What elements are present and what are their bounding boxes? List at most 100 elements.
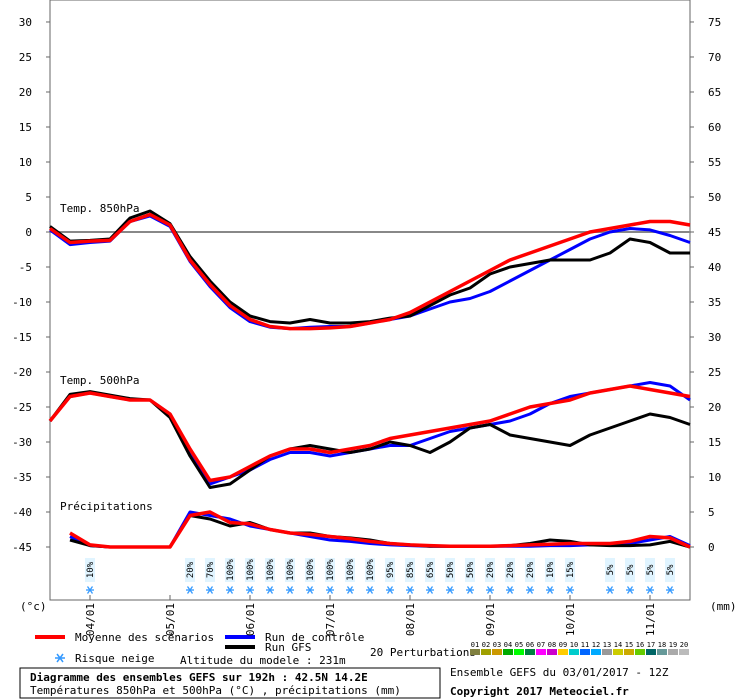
x-tick-label: 11/01: [644, 603, 657, 636]
snow-icon: [626, 586, 634, 594]
perturbation-code: 15: [625, 641, 633, 649]
y2-tick-label: 55: [708, 156, 721, 169]
snow-risk-box: [225, 558, 235, 582]
snow-risk-box: [485, 558, 495, 582]
y2-tick-label: 35: [708, 296, 721, 309]
snow-risk-label: 20%: [526, 561, 536, 578]
perturbation-swatch: [492, 649, 502, 655]
y2-tick-label: 30: [708, 331, 721, 344]
y2-tick-label: 0: [708, 541, 715, 554]
perturbation-code: 18: [658, 641, 666, 649]
legend-label: Run GFS: [265, 641, 311, 654]
snow-risk-label: 50%: [466, 561, 476, 578]
perturbation-swatch: [668, 649, 678, 655]
perturbation-code: 11: [581, 641, 589, 649]
snow-risk-label: 100%: [366, 559, 376, 581]
snow-risk-label: 100%: [286, 559, 296, 581]
snow-icon: [406, 586, 414, 594]
snow-risk-box: [425, 558, 435, 582]
perturbation-swatch: [613, 649, 623, 655]
y-tick-label: 15: [19, 121, 32, 134]
snow-risk-label: 95%: [386, 561, 396, 578]
y-tick-label: 5: [25, 191, 32, 204]
panel-label: Temp. 500hPa: [60, 374, 139, 387]
snow-risk-label: 50%: [446, 561, 456, 578]
snow-icon: [86, 586, 94, 594]
y2-tick-label: 15: [708, 436, 721, 449]
snow-risk-label: 20%: [486, 561, 496, 578]
snow-risk-box: [305, 558, 315, 582]
snow-icon: [286, 586, 294, 594]
snow-risk-box: [205, 558, 215, 582]
snow-risk-label: 10%: [86, 561, 96, 578]
perturbation-code: 17: [647, 641, 655, 649]
snow-risk-box: [385, 558, 395, 582]
x-tick-label: 05/01: [164, 603, 177, 636]
snow-risk-box: [185, 558, 195, 582]
snow-icon-stroke: [306, 586, 314, 594]
perturbation-swatch: [624, 649, 634, 655]
snow-icon: [466, 586, 474, 594]
snow-risk-label: 5%: [606, 564, 616, 575]
snow-icon: [226, 586, 234, 594]
perturbation-code: 05: [515, 641, 523, 649]
snow-risk-box: [505, 558, 515, 582]
snow-icon: [566, 586, 574, 594]
x-tick-label: 09/01: [484, 603, 497, 636]
snow-risk-box: [265, 558, 275, 582]
perturbation-code: 07: [537, 641, 545, 649]
perturbation-swatch: [547, 649, 557, 655]
perturbation-code: 20: [680, 641, 688, 649]
snow-risk-box: [645, 558, 655, 582]
x-tick-label: 08/01: [404, 603, 417, 636]
perturbation-swatch: [591, 649, 601, 655]
y2-tick-label: 20: [708, 401, 721, 414]
perturbation-swatch: [536, 649, 546, 655]
y2-tick-label: 75: [708, 16, 721, 29]
snow-risk-label: 100%: [306, 559, 316, 581]
perturbation-swatch: [558, 649, 568, 655]
snow-icon-stroke: [446, 586, 454, 594]
perturbation-code: 01: [471, 641, 479, 649]
perturbation-code: 19: [669, 641, 677, 649]
y2-tick-label: 10: [708, 471, 721, 484]
snow-risk-label: 70%: [206, 561, 216, 578]
snow-risk-box: [605, 558, 615, 582]
y-tick-label: 10: [19, 156, 32, 169]
altitude: Altitude du modele : 231m: [180, 654, 346, 667]
perturbation-swatch: [503, 649, 513, 655]
series-line: [69, 510, 691, 549]
panel-label: Temp. 850hPa: [60, 202, 139, 215]
snow-risk-box: [625, 558, 635, 582]
legend-label: Moyenne des scénarios: [75, 631, 214, 644]
snow-risk-label: 100%: [226, 559, 236, 581]
y-tick-label: -30: [12, 436, 32, 449]
y-tick-label: 0: [25, 226, 32, 239]
snow-risk-label: 100%: [326, 559, 336, 581]
snow-icon-stroke: [466, 586, 474, 594]
snow-icon: [526, 586, 534, 594]
snow-risk-box: [85, 558, 95, 582]
y2-unit: (mm): [710, 600, 737, 613]
perturbation-code: 12: [592, 641, 600, 649]
snow-icon: [386, 586, 394, 594]
snow-risk-label: 5%: [626, 564, 636, 575]
y-tick-label: -25: [12, 401, 32, 414]
x-tick-label: 06/01: [244, 603, 257, 636]
snow-icon-stroke: [406, 586, 414, 594]
snow-risk-box: [325, 558, 335, 582]
snow-icon-stroke: [86, 586, 94, 594]
y2-tick-label: 45: [708, 226, 721, 239]
snow-risk-label: 100%: [346, 559, 356, 581]
snow-icon: [186, 586, 194, 594]
snow-icon: [206, 586, 214, 594]
snow-risk-box: [665, 558, 675, 582]
perturbation-code: 03: [493, 641, 501, 649]
snow-risk-label: 85%: [406, 561, 416, 578]
y-tick-label: 30: [19, 16, 32, 29]
y2-tick-label: 65: [708, 86, 721, 99]
perturbation-swatch: [635, 649, 645, 655]
snow-risk-box: [405, 558, 415, 582]
y-tick-label: -5: [19, 261, 32, 274]
snow-icon-stroke: [286, 586, 294, 594]
